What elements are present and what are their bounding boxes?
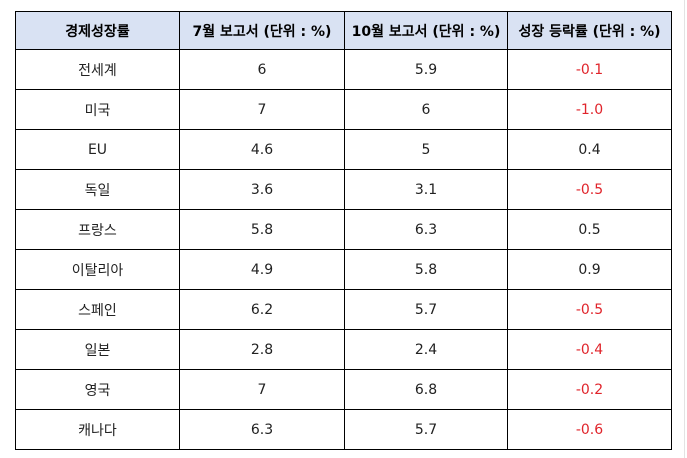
october-value-cell[interactable]: 5 bbox=[344, 129, 508, 170]
table-row: 이탈리아 4.9 5.8 0.9 bbox=[15, 249, 672, 290]
october-value-cell[interactable]: 5.8 bbox=[344, 249, 508, 290]
table-row: EU 4.6 5 0.4 bbox=[15, 129, 672, 170]
october-value-cell[interactable]: 2.4 bbox=[344, 329, 508, 370]
change-value-cell[interactable]: -0.5 bbox=[507, 169, 672, 210]
change-value-cell[interactable]: -0.5 bbox=[507, 289, 672, 330]
change-value-cell[interactable]: -0.4 bbox=[507, 329, 672, 370]
change-value-cell[interactable]: 0.4 bbox=[507, 129, 672, 170]
country-cell[interactable]: 독일 bbox=[15, 169, 180, 210]
change-value-cell[interactable]: -0.6 bbox=[507, 409, 672, 450]
october-value-cell[interactable]: 6 bbox=[344, 89, 508, 130]
change-value-cell[interactable]: -0.2 bbox=[507, 369, 672, 410]
table-row: 독일 3.6 3.1 -0.5 bbox=[15, 169, 672, 210]
growth-rate-table: 경제성장률 7월 보고서 (단위 : %) 10월 보고서 (단위 : %) 성… bbox=[15, 11, 672, 450]
country-cell[interactable]: 전세계 bbox=[15, 49, 180, 90]
country-cell[interactable]: 미국 bbox=[15, 89, 180, 130]
table-row: 스페인 6.2 5.7 -0.5 bbox=[15, 289, 672, 330]
table-row: 프랑스 5.8 6.3 0.5 bbox=[15, 209, 672, 250]
july-value-cell[interactable]: 7 bbox=[179, 89, 345, 130]
october-value-cell[interactable]: 6.8 bbox=[344, 369, 508, 410]
july-value-cell[interactable]: 6 bbox=[179, 49, 345, 90]
july-value-cell[interactable]: 6.3 bbox=[179, 409, 345, 450]
october-value-cell[interactable]: 5.7 bbox=[344, 289, 508, 330]
country-cell[interactable]: EU bbox=[15, 129, 180, 170]
header-row: 경제성장률 7월 보고서 (단위 : %) 10월 보고서 (단위 : %) 성… bbox=[15, 11, 672, 50]
july-value-cell[interactable]: 3.6 bbox=[179, 169, 345, 210]
july-value-cell[interactable]: 4.6 bbox=[179, 129, 345, 170]
october-value-cell[interactable]: 5.9 bbox=[344, 49, 508, 90]
header-cell-october-report[interactable]: 10월 보고서 (단위 : %) bbox=[344, 11, 508, 50]
july-value-cell[interactable]: 6.2 bbox=[179, 289, 345, 330]
change-value-cell[interactable]: -1.0 bbox=[507, 89, 672, 130]
country-cell[interactable]: 캐나다 bbox=[15, 409, 180, 450]
country-cell[interactable]: 영국 bbox=[15, 369, 180, 410]
header-cell-july-report[interactable]: 7월 보고서 (단위 : %) bbox=[179, 11, 345, 50]
table-row: 일본 2.8 2.4 -0.4 bbox=[15, 329, 672, 370]
october-value-cell[interactable]: 3.1 bbox=[344, 169, 508, 210]
table-row: 미국 7 6 -1.0 bbox=[15, 89, 672, 130]
july-value-cell[interactable]: 4.9 bbox=[179, 249, 345, 290]
july-value-cell[interactable]: 7 bbox=[179, 369, 345, 410]
table-row: 영국 7 6.8 -0.2 bbox=[15, 369, 672, 410]
july-value-cell[interactable]: 2.8 bbox=[179, 329, 345, 370]
header-cell-indicator[interactable]: 경제성장률 bbox=[15, 11, 180, 50]
change-value-cell[interactable]: 0.5 bbox=[507, 209, 672, 250]
july-value-cell[interactable]: 5.8 bbox=[179, 209, 345, 250]
country-cell[interactable]: 스페인 bbox=[15, 289, 180, 330]
header-cell-growth-change[interactable]: 성장 등락률 (단위 : %) bbox=[507, 11, 672, 50]
country-cell[interactable]: 이탈리아 bbox=[15, 249, 180, 290]
october-value-cell[interactable]: 6.3 bbox=[344, 209, 508, 250]
table-row: 전세계 6 5.9 -0.1 bbox=[15, 49, 672, 90]
table-row: 캐나다 6.3 5.7 -0.6 bbox=[15, 409, 672, 450]
change-value-cell[interactable]: 0.9 bbox=[507, 249, 672, 290]
october-value-cell[interactable]: 5.7 bbox=[344, 409, 508, 450]
country-cell[interactable]: 일본 bbox=[15, 329, 180, 370]
change-value-cell[interactable]: -0.1 bbox=[507, 49, 672, 90]
country-cell[interactable]: 프랑스 bbox=[15, 209, 180, 250]
